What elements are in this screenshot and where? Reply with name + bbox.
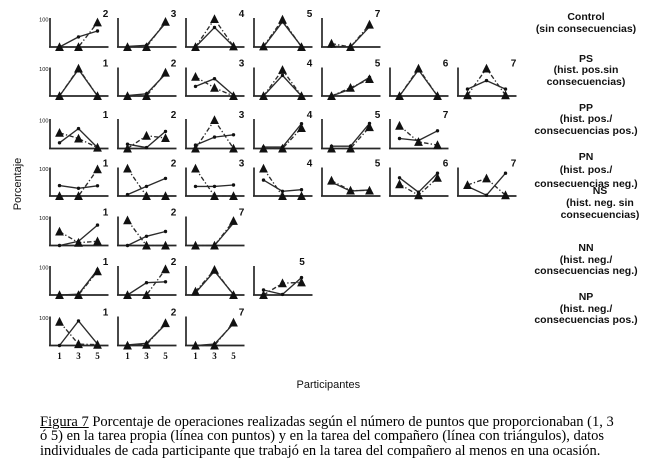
svg-text:3: 3 bbox=[239, 159, 245, 170]
svg-text:5: 5 bbox=[299, 257, 305, 268]
svg-text:2: 2 bbox=[171, 159, 177, 170]
svg-text:3: 3 bbox=[212, 351, 217, 361]
svg-text:3: 3 bbox=[239, 59, 245, 70]
svg-text:2: 2 bbox=[171, 59, 177, 70]
svg-text:7: 7 bbox=[239, 208, 245, 219]
svg-text:4: 4 bbox=[239, 9, 245, 20]
svg-text:5: 5 bbox=[375, 59, 381, 70]
svg-text:7: 7 bbox=[511, 159, 517, 170]
svg-text:7: 7 bbox=[443, 110, 449, 121]
svg-text:100: 100 bbox=[39, 18, 48, 24]
svg-text:5: 5 bbox=[307, 9, 313, 20]
svg-text:100: 100 bbox=[39, 266, 48, 272]
svg-text:100: 100 bbox=[39, 119, 48, 125]
svg-text:1: 1 bbox=[103, 308, 109, 319]
svg-text:5: 5 bbox=[375, 110, 381, 121]
svg-text:2: 2 bbox=[171, 208, 177, 219]
svg-text:4: 4 bbox=[307, 159, 313, 170]
svg-text:3: 3 bbox=[76, 351, 81, 361]
svg-text:2: 2 bbox=[171, 257, 177, 268]
svg-text:4: 4 bbox=[307, 110, 313, 121]
svg-text:5: 5 bbox=[95, 351, 100, 361]
svg-text:100: 100 bbox=[39, 216, 48, 222]
svg-text:100: 100 bbox=[39, 316, 48, 322]
svg-text:1: 1 bbox=[57, 351, 62, 361]
svg-text:1: 1 bbox=[103, 110, 109, 121]
svg-text:7: 7 bbox=[511, 59, 517, 70]
svg-text:100: 100 bbox=[39, 67, 48, 73]
svg-text:5: 5 bbox=[231, 351, 236, 361]
svg-text:1: 1 bbox=[103, 159, 109, 170]
svg-text:5: 5 bbox=[375, 159, 381, 170]
svg-text:1: 1 bbox=[103, 59, 109, 70]
svg-text:1: 1 bbox=[103, 208, 109, 219]
svg-text:1: 1 bbox=[103, 257, 109, 268]
svg-text:7: 7 bbox=[239, 308, 245, 319]
svg-text:3: 3 bbox=[144, 351, 149, 361]
svg-text:1: 1 bbox=[193, 351, 198, 361]
svg-text:3: 3 bbox=[239, 110, 245, 121]
svg-text:2: 2 bbox=[171, 308, 177, 319]
svg-text:2: 2 bbox=[103, 9, 109, 20]
svg-text:6: 6 bbox=[443, 159, 449, 170]
svg-text:100: 100 bbox=[39, 167, 48, 173]
svg-text:6: 6 bbox=[443, 59, 449, 70]
svg-text:5: 5 bbox=[163, 351, 168, 361]
svg-text:7: 7 bbox=[375, 9, 381, 20]
svg-text:3: 3 bbox=[171, 9, 177, 20]
svg-text:4: 4 bbox=[307, 59, 313, 70]
svg-text:2: 2 bbox=[171, 110, 177, 121]
svg-text:1: 1 bbox=[125, 351, 130, 361]
